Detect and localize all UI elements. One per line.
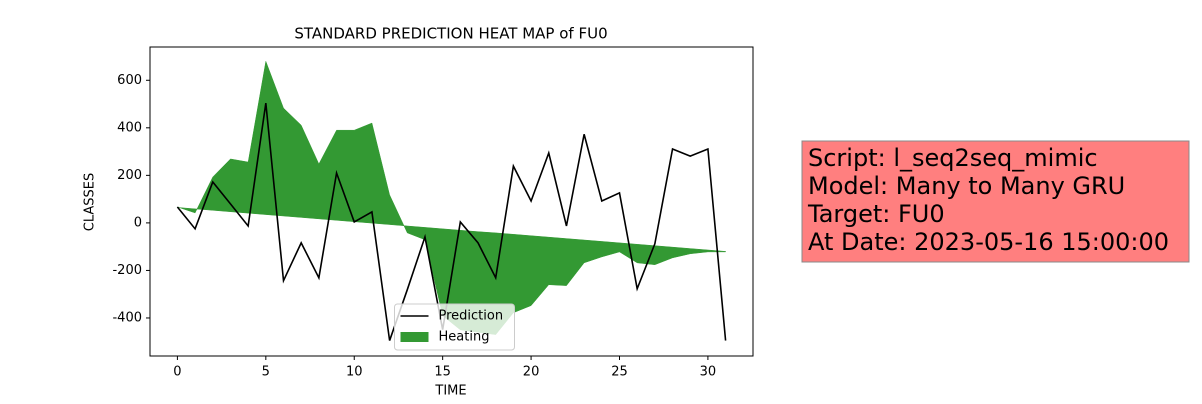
plot-frame bbox=[149, 46, 754, 357]
x-tick-label: 30 bbox=[700, 365, 717, 380]
x-tick-label: 10 bbox=[346, 365, 363, 380]
y-tick-label: -400 bbox=[112, 310, 142, 325]
annotation-line: Script: l_seq2seq_mimic bbox=[808, 144, 1098, 172]
prediction-line bbox=[176, 102, 727, 341]
chart-title: STANDARD PREDICTION HEAT MAP of FU0 bbox=[294, 25, 607, 43]
x-tick-label: 25 bbox=[611, 365, 628, 380]
x-axis-label: TIME bbox=[434, 384, 466, 399]
legend-label: Prediction bbox=[439, 309, 504, 324]
annotation-line: Model: Many to Many GRU bbox=[808, 172, 1125, 200]
y-axis-label: CLASSES bbox=[83, 173, 98, 231]
y-tick-label: -200 bbox=[112, 263, 142, 278]
annotation-line: At Date: 2023-05-16 15:00:00 bbox=[808, 228, 1169, 256]
annotation-box bbox=[801, 140, 1190, 263]
y-tick-label: 600 bbox=[117, 73, 142, 88]
y-tick-label: 200 bbox=[117, 168, 142, 183]
legend-swatch bbox=[400, 332, 429, 342]
y-tick-label: 400 bbox=[117, 120, 142, 135]
legend-label: Heating bbox=[439, 330, 490, 345]
x-tick-label: 0 bbox=[173, 365, 181, 380]
x-tick-label: 15 bbox=[434, 365, 451, 380]
y-tick-label: 0 bbox=[134, 215, 142, 230]
annotation-line: Target: FU0 bbox=[807, 200, 945, 228]
x-tick-label: 20 bbox=[523, 365, 540, 380]
x-tick-label: 5 bbox=[262, 365, 270, 380]
